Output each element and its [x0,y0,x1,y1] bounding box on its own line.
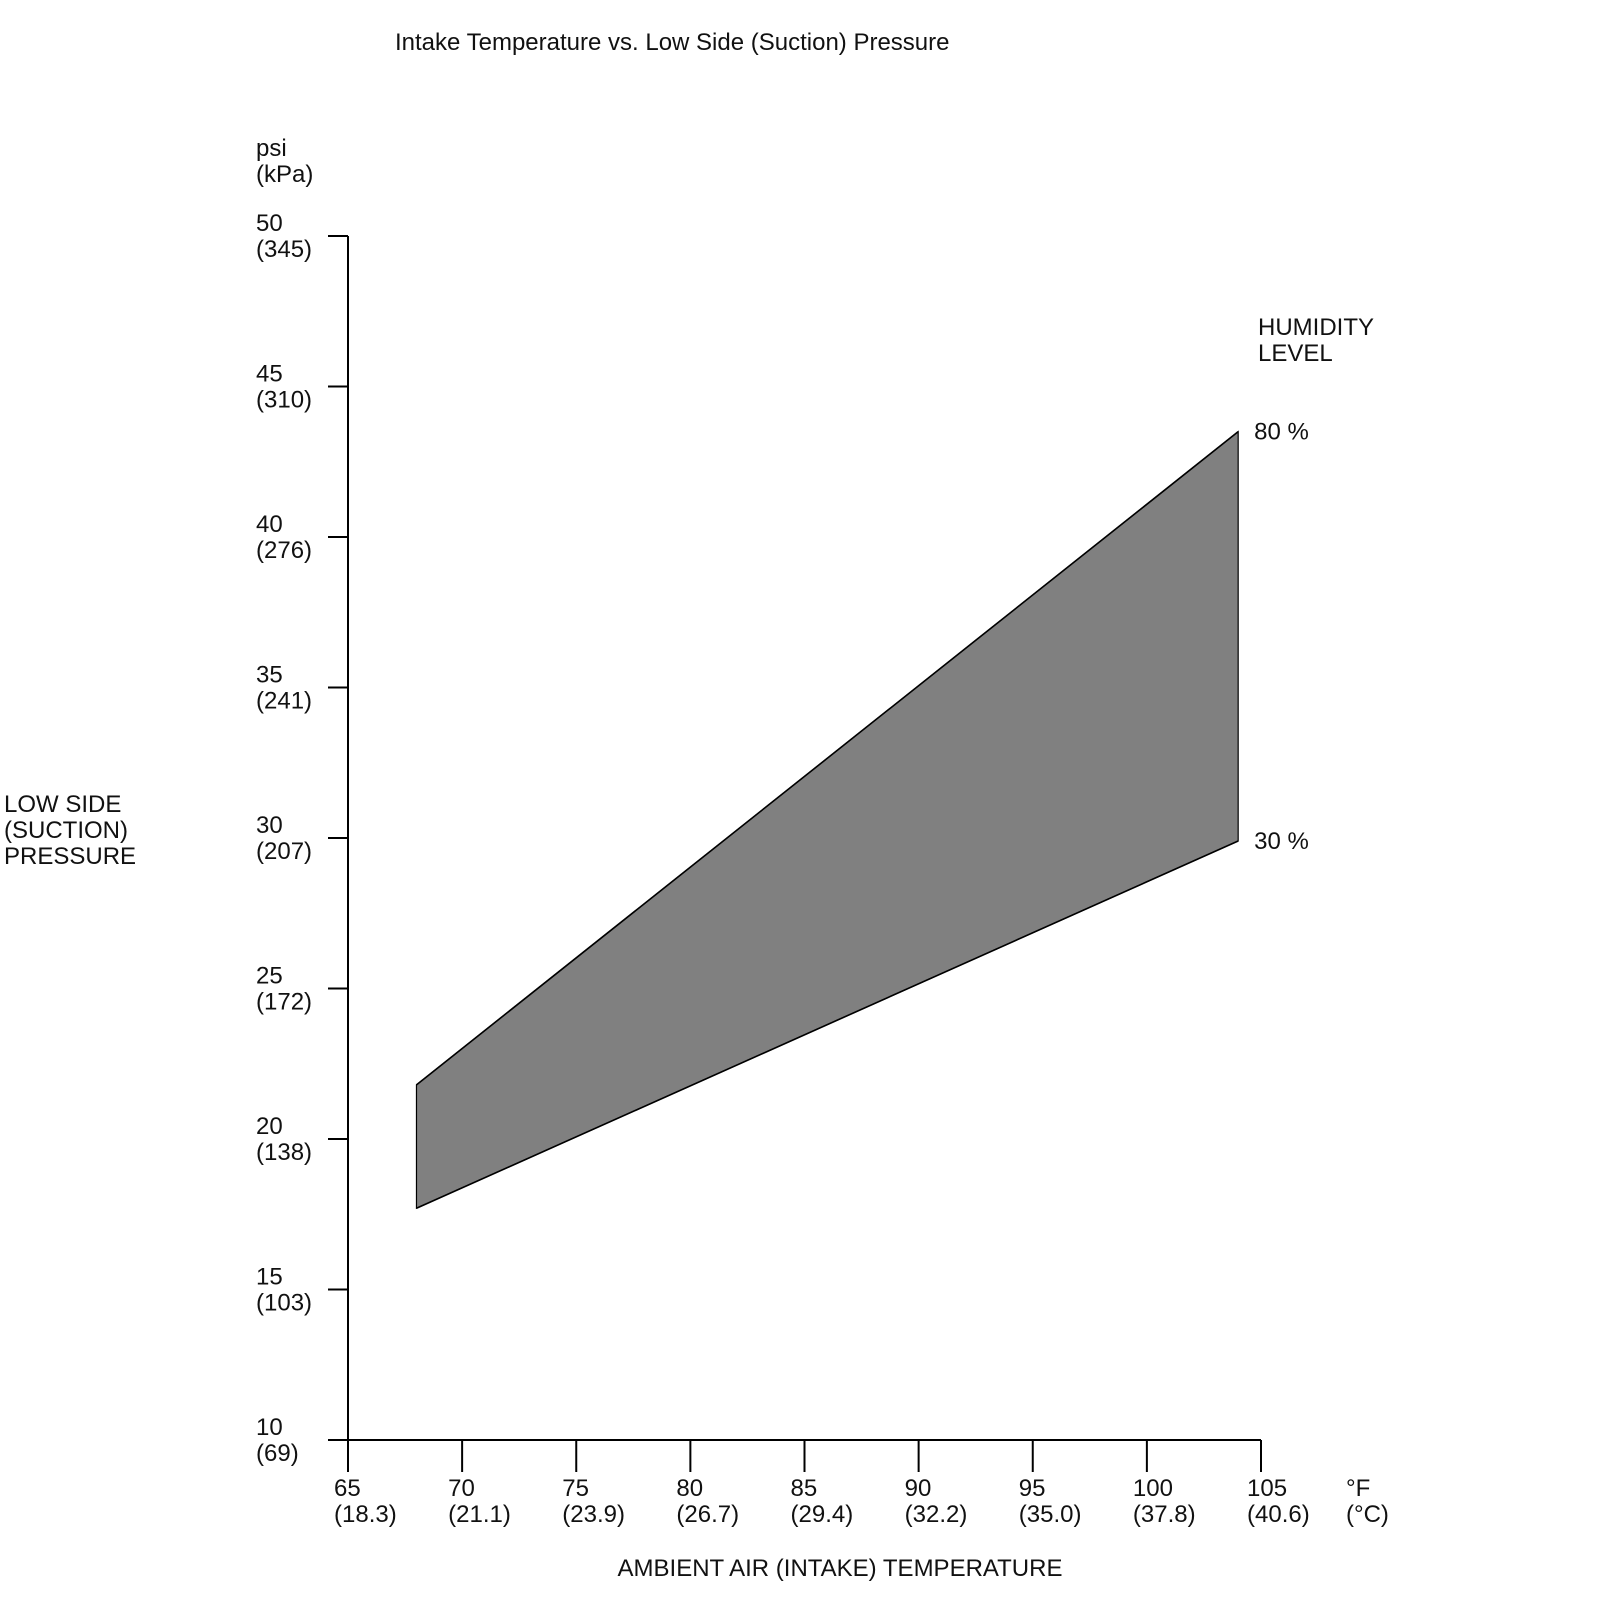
x-tick-label-90: 90 [905,1475,932,1502]
x-axis-title: AMBIENT AIR (INTAKE) TEMPERATURE [618,1555,1063,1582]
y-tick-label-35: 35 [256,662,283,689]
upper-boundary-line [415,431,1239,1086]
legend-title: HUMIDITY LEVEL [1258,314,1380,367]
x-tick-sublabel-85: (29.4) [791,1501,854,1528]
y-axis-title: LOW SIDE (SUCTION) PRESSURE [4,791,136,870]
lower-band-label: 30 % [1254,828,1309,855]
x-tick-sublabel-80: (26.7) [676,1501,739,1528]
x-tick-sublabel-95: (35.0) [1019,1501,1082,1528]
y-tick-label-15: 15 [256,1264,283,1291]
x-tick-label-85: 85 [791,1475,818,1502]
y-tick-sublabel-15: (103) [256,1290,312,1317]
y-axis-title-line-3: PRESSURE [4,843,136,870]
y-tick-label-45: 45 [256,361,283,388]
y-unit-primary: psi [256,135,287,162]
legend-title-line-2: LEVEL [1258,340,1333,367]
x-tick-sublabel-105: (40.6) [1247,1501,1310,1528]
y-tick-sublabel-35: (241) [256,688,312,715]
y-tick-sublabel-25: (172) [256,989,312,1016]
y-tick-sublabel-30: (207) [256,838,312,865]
plot-group: 80 %30 %50(345)45(310)40(276)35(241)30(2… [256,210,1310,1528]
y-axis-title-line-1: LOW SIDE [4,791,121,818]
y-tick-label-30: 30 [256,812,283,839]
x-tick-sublabel-70: (21.1) [448,1501,511,1528]
y-tick-sublabel-45: (310) [256,387,312,414]
lower-boundary-line [416,840,1239,1209]
y-axis-title-line-2: (SUCTION) [4,817,128,844]
y-tick-sublabel-50: (345) [256,236,312,263]
x-tick-label-95: 95 [1019,1475,1046,1502]
x-tick-label-70: 70 [448,1475,475,1502]
y-tick-label-40: 40 [256,511,283,538]
x-tick-label-100: 100 [1133,1475,1173,1502]
y-unit-secondary: (kPa) [256,161,313,188]
y-tick-label-20: 20 [256,1113,283,1140]
x-tick-sublabel-75: (23.9) [562,1501,625,1528]
x-tick-label-65: 65 [334,1475,361,1502]
x-unit-primary: °F [1346,1475,1370,1502]
y-tick-label-50: 50 [256,210,283,237]
x-tick-label-75: 75 [562,1475,589,1502]
x-tick-label-105: 105 [1247,1475,1287,1502]
x-tick-sublabel-90: (32.2) [905,1501,968,1528]
y-tick-label-25: 25 [256,963,283,990]
x-unit-label: °F (°C) [1346,1475,1389,1528]
chart-title: Intake Temperature vs. Low Side (Suction… [395,29,949,56]
y-tick-sublabel-40: (276) [256,537,312,564]
x-tick-sublabel-100: (37.8) [1133,1501,1196,1528]
y-tick-label-10: 10 [256,1414,283,1441]
y-tick-sublabel-10: (69) [256,1440,299,1467]
x-tick-label-80: 80 [676,1475,703,1502]
y-unit-label: psi (kPa) [256,135,313,188]
x-tick-sublabel-65: (18.3) [334,1501,397,1528]
x-unit-secondary: (°C) [1346,1501,1389,1528]
legend-title-line-1: HUMIDITY [1258,314,1374,341]
y-tick-sublabel-20: (138) [256,1139,312,1166]
upper-band-label: 80 % [1254,419,1309,446]
humidity-band [415,430,1239,1210]
